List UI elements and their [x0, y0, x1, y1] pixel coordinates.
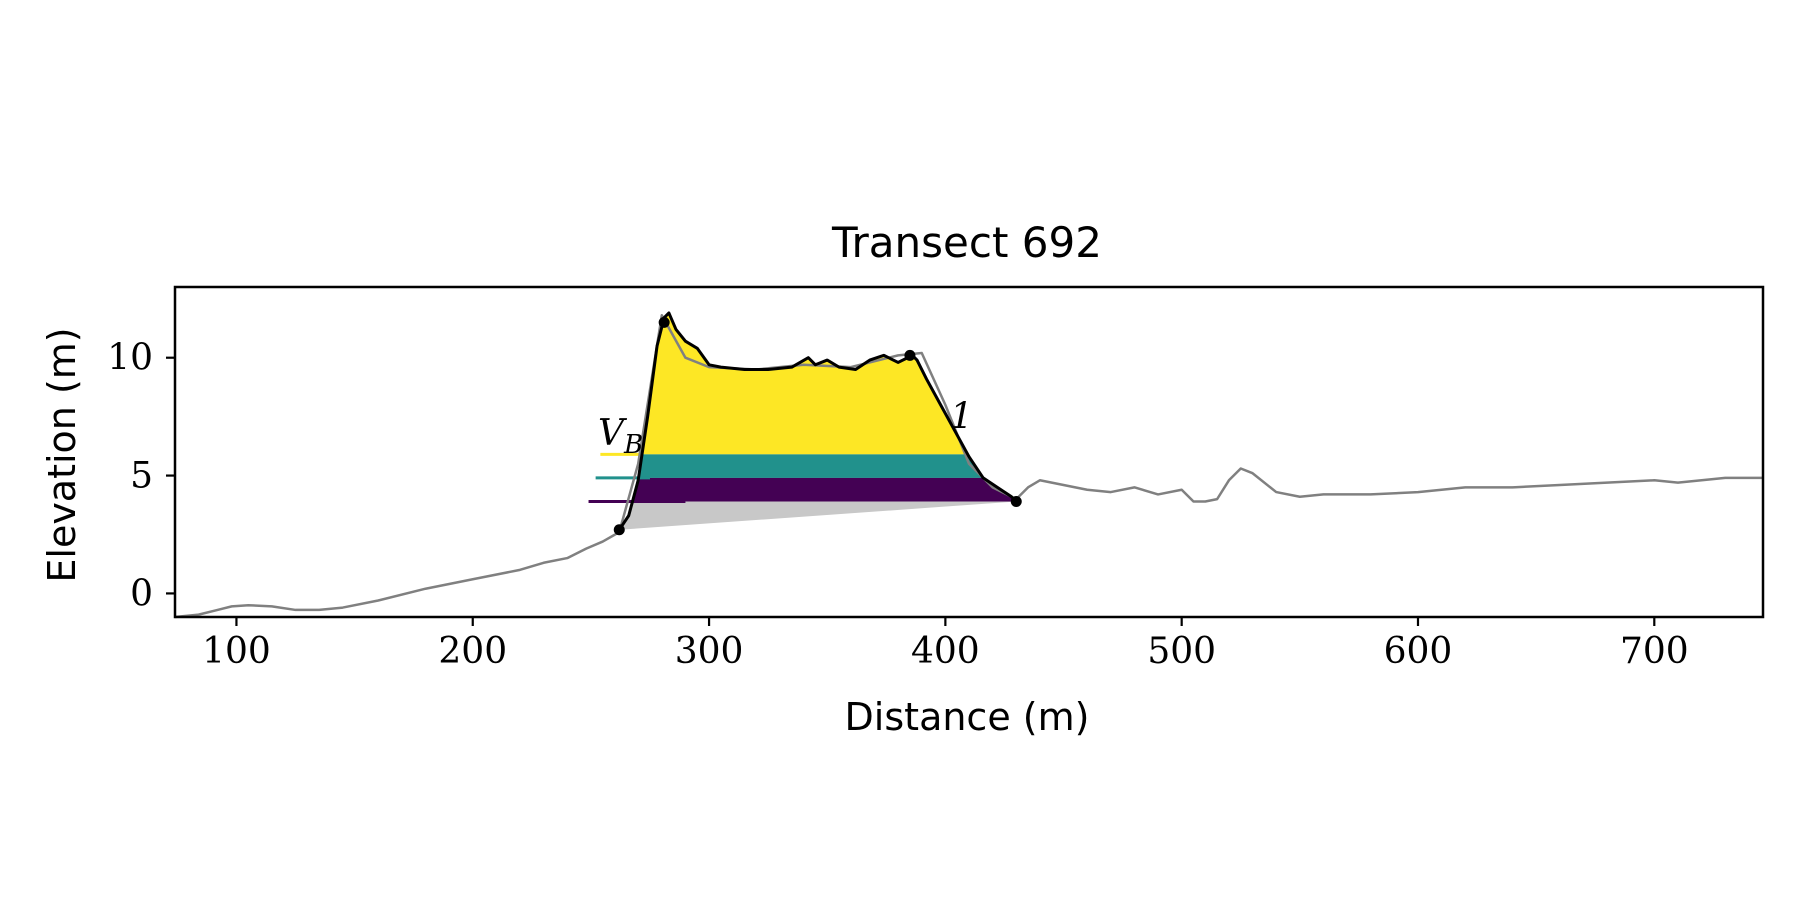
- profile-marker: [613, 524, 625, 536]
- plot-frame: [173, 285, 1765, 619]
- x-tick-label: 300: [675, 631, 744, 672]
- y-tick-label: 10: [107, 338, 153, 379]
- line-layer: [174, 311, 1763, 619]
- x-tick-label: 500: [1147, 631, 1216, 672]
- profile-marker: [1010, 496, 1022, 507]
- y-tick-label: 0: [130, 573, 153, 614]
- x-tick-label: 100: [202, 631, 271, 672]
- marker-layer: [613, 316, 1022, 536]
- annotation-1: VB: [598, 413, 643, 460]
- x-tick-label: 600: [1384, 631, 1453, 672]
- chart-title: Transect 692: [831, 218, 1102, 267]
- profile-marker: [904, 349, 916, 361]
- x-tick-label: 400: [911, 631, 980, 672]
- volume-band-3: [619, 477, 1017, 502]
- x-tick-label: 200: [438, 631, 507, 672]
- base-area: [619, 501, 1017, 530]
- x-tick-label: 700: [1620, 631, 1689, 672]
- y-tick-label: 5: [130, 456, 153, 497]
- dune-profile-line: [618, 311, 1018, 531]
- profile-marker: [658, 316, 670, 328]
- axis-layer: 100 200 300 400 500 600 700 0 5 10: [107, 285, 1765, 672]
- y-axis-label: Elevation (m): [40, 327, 84, 582]
- volume-band-2: [619, 454, 1017, 478]
- ground-profile-line: [174, 314, 1763, 619]
- annotation-2: 1: [950, 396, 973, 437]
- x-axis-label: Distance (m): [845, 695, 1090, 739]
- annotation-subscript: B: [623, 430, 643, 460]
